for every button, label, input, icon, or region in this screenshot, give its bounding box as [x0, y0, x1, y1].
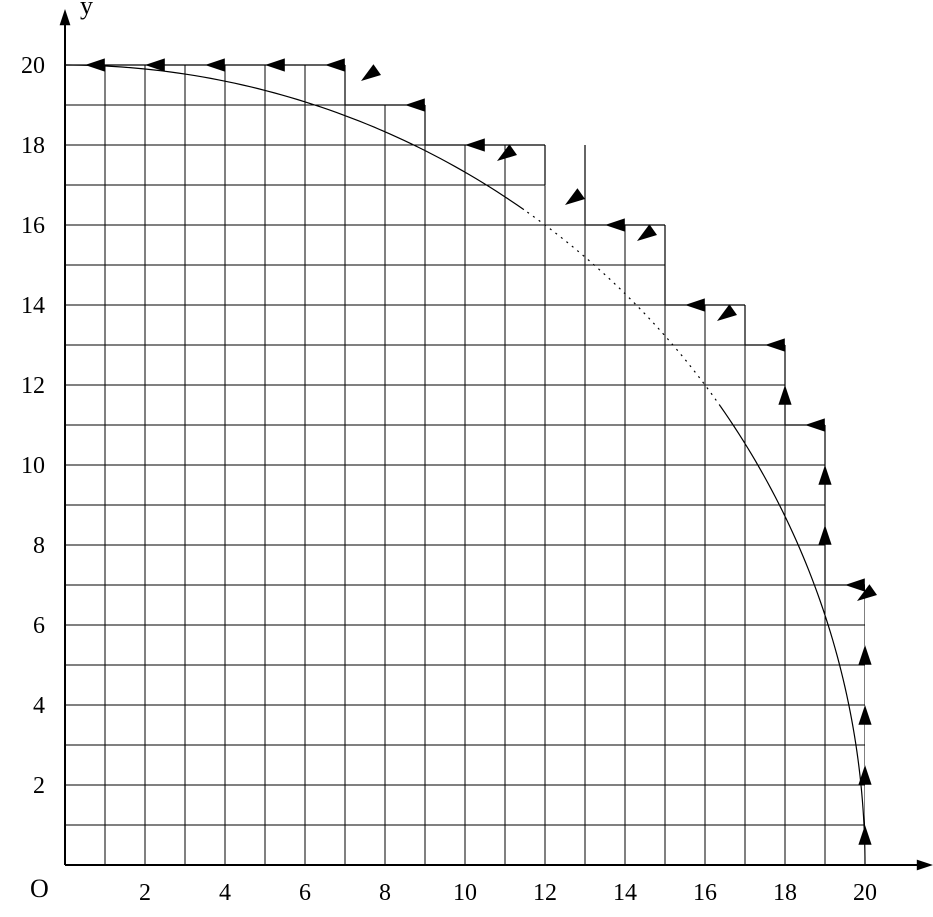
y-tick-label: 2	[33, 773, 45, 799]
y-tick-label: 6	[33, 613, 45, 639]
y-axis-label: y	[80, 0, 93, 20]
y-tick-label: 18	[21, 133, 45, 159]
x-tick-label: 4	[219, 880, 231, 906]
x-tick-label: 10	[453, 880, 477, 906]
y-tick-label: 12	[21, 373, 45, 399]
x-tick-label: 14	[613, 880, 637, 906]
x-tick-label: 12	[533, 880, 557, 906]
chart-container: 24681012141618202468101214161820xyO	[0, 0, 933, 917]
x-tick-label: 20	[853, 880, 877, 906]
x-tick-label: 2	[139, 880, 151, 906]
y-tick-label: 10	[21, 453, 45, 479]
y-tick-label: 4	[33, 693, 45, 719]
y-tick-label: 14	[21, 293, 45, 319]
x-tick-label: 18	[773, 880, 797, 906]
y-tick-label: 16	[21, 213, 45, 239]
origin-label: O	[30, 874, 49, 903]
y-tick-label: 20	[21, 53, 45, 79]
grid-chart-svg: 24681012141618202468101214161820xyO	[0, 0, 933, 917]
x-tick-label: 8	[379, 880, 391, 906]
x-tick-label: 16	[693, 880, 717, 906]
y-tick-label: 8	[33, 533, 45, 559]
x-tick-label: 6	[299, 880, 311, 906]
